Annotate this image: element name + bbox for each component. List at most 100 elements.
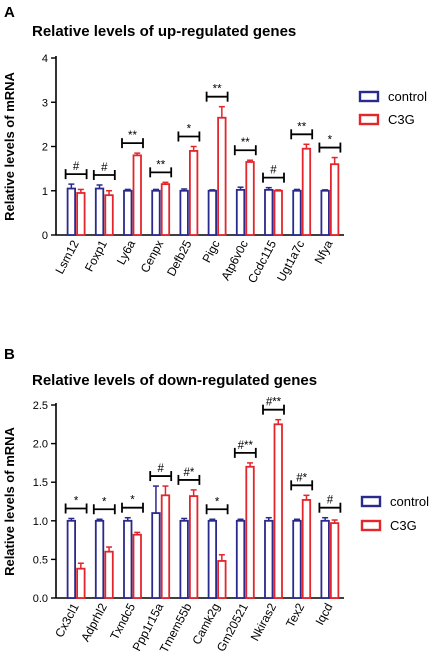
y-tick-label: 1.0: [33, 516, 48, 528]
bar-c3g: [301, 147, 312, 236]
bar-c3g: [104, 550, 114, 599]
bar-c3g: [301, 499, 312, 599]
bar-c3g: [104, 194, 114, 236]
category-label: Defb25: [164, 238, 195, 279]
bar-c3g: [217, 560, 227, 599]
bar-c3g: [132, 154, 142, 236]
category-label: Tex2: [283, 601, 307, 630]
significance-label: #: [327, 495, 334, 507]
bar-control: [320, 189, 330, 236]
category-label: Adprhl2: [78, 601, 110, 644]
bar-control: [94, 519, 105, 599]
bar-c3g: [160, 494, 171, 599]
significance-label: #*: [183, 467, 194, 479]
legend-label: C3G: [388, 112, 415, 127]
significance-label: *: [74, 495, 79, 507]
significance-label: **: [156, 159, 165, 171]
category-label: Txndc5: [107, 601, 138, 643]
bar-c3g: [245, 161, 255, 236]
bar-c3g: [160, 183, 171, 236]
y-tick-label: 1.5: [33, 477, 48, 489]
category-label: Foxp1: [82, 238, 110, 274]
legend-label: control: [388, 89, 427, 104]
significance-label: *: [187, 124, 192, 136]
bar-c3g: [188, 495, 199, 599]
category-label: Cx3cl1: [52, 601, 82, 640]
legend-label: control: [390, 494, 429, 509]
bar-control: [179, 189, 189, 236]
significance-label: *: [102, 496, 107, 508]
significance-label: #**: [238, 440, 254, 452]
panel-b: B Relative levels of down-regulated genes…: [2, 346, 429, 655]
y-tick-label: 4: [42, 53, 48, 65]
bar-c3g: [329, 522, 340, 599]
bar-control: [151, 189, 161, 236]
bar-control: [66, 519, 76, 599]
panel-label: B: [4, 346, 15, 363]
bar-control: [151, 512, 161, 599]
bar-c3g: [76, 567, 86, 599]
bar-c3g: [245, 465, 255, 599]
chart-title: Relative levels of up-regulated genes: [32, 23, 296, 40]
y-tick-label: 2: [42, 142, 48, 154]
y-tick-label: 3: [42, 97, 48, 109]
bar-control: [123, 189, 133, 236]
panel-label: A: [4, 4, 15, 21]
bar-c3g: [217, 116, 227, 236]
category-label: Iqcd: [313, 601, 336, 628]
y-tick-label: 0: [42, 230, 48, 242]
bar-c3g: [273, 189, 283, 236]
significance-label: #: [270, 165, 277, 177]
significance-label: **: [241, 137, 250, 149]
significance-label: **: [297, 121, 306, 133]
significance-label: #: [157, 463, 164, 475]
category-label: Pigc: [199, 238, 222, 265]
bar-control: [264, 519, 274, 599]
bar-control: [94, 187, 105, 236]
category-label: Ly6a: [114, 238, 139, 267]
significance-label: #: [73, 161, 80, 173]
legend-label: C3G: [390, 518, 417, 533]
y-tick-label: 0.5: [33, 554, 48, 566]
significance-label: *: [328, 135, 333, 147]
bar-control: [235, 188, 246, 236]
bar-control: [66, 187, 76, 236]
bar-c3g: [273, 423, 283, 599]
bar-control: [264, 188, 274, 236]
legend-swatch-c3g: [360, 519, 382, 532]
bar-control: [207, 519, 218, 599]
bar-control: [207, 189, 218, 236]
y-axis-label: Relative levels of mRNA: [2, 426, 17, 575]
bar-control: [123, 519, 133, 599]
category-label: Cenpx: [138, 238, 167, 275]
bar-c3g: [188, 150, 199, 236]
legend-swatch-c3g: [358, 113, 380, 126]
bar-c3g: [132, 533, 142, 599]
category-label: Nfya: [312, 238, 336, 267]
y-axis-label: Relative levels of mRNA: [2, 71, 17, 220]
significance-label: **: [213, 84, 222, 96]
significance-label: #**: [266, 397, 282, 409]
bar-control: [292, 189, 302, 236]
y-tick-label: 0.0: [33, 593, 48, 605]
bar-c3g: [76, 192, 86, 236]
category-label: Ugt1a7c: [274, 238, 307, 284]
legend-swatch-control: [358, 90, 380, 103]
y-tick-label: 1: [42, 186, 48, 198]
bar-control: [235, 519, 246, 599]
chart-title: Relative levels of down-regulated genes: [32, 372, 317, 389]
significance-label: **: [128, 130, 137, 142]
bar-control: [179, 519, 189, 599]
category-label: Nkiras2: [248, 601, 280, 644]
significance-label: #*: [296, 472, 307, 484]
y-tick-label: 2.5: [33, 400, 48, 412]
category-label: Lsm12: [52, 238, 81, 277]
significance-label: *: [215, 496, 220, 508]
y-tick-label: 2.0: [33, 439, 48, 451]
legend-swatch-control: [360, 495, 382, 508]
significance-label: #: [101, 162, 108, 174]
panel-a: A Relative levels of up-regulated genes Re…: [2, 4, 427, 285]
bar-c3g: [329, 163, 340, 236]
significance-label: *: [130, 495, 135, 507]
